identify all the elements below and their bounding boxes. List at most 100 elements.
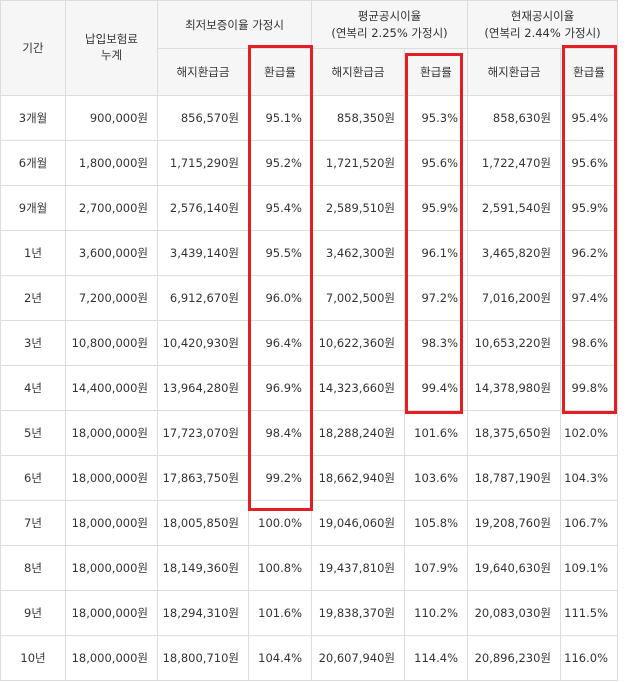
table-row: 3개월 900,000원 856,570원 95.1% 858,350원 95.3% 858… <box>0 95 619 141</box>
row-paid-total: 3,600,000원 <box>65 230 158 276</box>
row-avg-refund-amount: 7,002,500원 <box>311 275 405 321</box>
row-min-refund-amount: 10,420,930원 <box>157 320 249 366</box>
row-current-refund-amount: 19,208,760원 <box>467 500 562 546</box>
row-avg-refund-rate: 95.3% <box>403 95 469 141</box>
row-avg-refund-rate: 99.4% <box>403 365 469 411</box>
row-current-refund-amount: 3,465,820원 <box>467 230 562 276</box>
row-period: 2년 <box>0 275 66 321</box>
row-current-refund-amount: 7,016,200원 <box>467 275 562 321</box>
row-current-refund-rate: 95.9% <box>560 185 619 231</box>
header-period: 기간 <box>0 0 66 96</box>
table-row: 1년 3,600,000원 3,439,140원 95.5% 3,462,300원 96.… <box>0 230 619 276</box>
row-current-refund-rate: 95.4% <box>560 95 619 141</box>
row-paid-total: 18,000,000원 <box>65 410 158 456</box>
row-paid-total: 10,800,000원 <box>65 320 158 366</box>
row-min-refund-rate: 95.4% <box>248 185 312 231</box>
table-row: 2년 7,200,000원 6,912,670원 96.0% 7,002,500원 97.… <box>0 275 619 321</box>
scenario-subtitle: (연복리 2.25% 가정시) <box>331 25 448 40</box>
row-current-refund-amount: 18,787,190원 <box>467 455 562 501</box>
row-avg-refund-amount: 19,437,810원 <box>311 545 405 591</box>
row-min-refund-rate: 104.4% <box>248 635 312 681</box>
row-period: 6개월 <box>0 140 66 186</box>
row-period: 3개월 <box>0 95 66 141</box>
row-current-refund-rate: 106.7% <box>560 500 619 546</box>
header-scenario-avg: 평균공시이율 (연복리 2.25% 가정시) <box>310 0 469 49</box>
row-avg-refund-amount: 1,721,520원 <box>311 140 405 186</box>
header-refund-rate: 환급률 <box>403 48 469 96</box>
row-paid-total: 14,400,000원 <box>65 365 158 411</box>
row-period: 10년 <box>0 635 66 681</box>
row-avg-refund-rate: 101.6% <box>403 410 469 456</box>
row-min-refund-rate: 95.1% <box>248 95 312 141</box>
scenario-subtitle: (연복리 2.44% 가정시) <box>484 25 601 40</box>
row-avg-refund-rate: 103.6% <box>403 455 469 501</box>
row-min-refund-amount: 18,294,310원 <box>157 590 249 636</box>
row-avg-refund-amount: 3,462,300원 <box>311 230 405 276</box>
row-current-refund-amount: 20,896,230원 <box>467 635 562 681</box>
row-paid-total: 1,800,000원 <box>65 140 158 186</box>
row-avg-refund-amount: 19,838,370원 <box>311 590 405 636</box>
row-current-refund-rate: 97.4% <box>560 275 619 321</box>
row-avg-refund-rate: 110.2% <box>403 590 469 636</box>
row-current-refund-amount: 18,375,650원 <box>467 410 562 456</box>
row-avg-refund-rate: 114.4% <box>403 635 469 681</box>
row-current-refund-rate: 99.8% <box>560 365 619 411</box>
row-paid-total: 2,700,000원 <box>65 185 158 231</box>
row-current-refund-rate: 95.6% <box>560 140 619 186</box>
row-period: 8년 <box>0 545 66 591</box>
row-min-refund-rate: 96.0% <box>248 275 312 321</box>
row-current-refund-amount: 19,640,630원 <box>467 545 562 591</box>
row-min-refund-rate: 98.4% <box>248 410 312 456</box>
row-min-refund-amount: 6,912,670원 <box>157 275 249 321</box>
row-min-refund-amount: 17,723,070원 <box>157 410 249 456</box>
row-avg-refund-rate: 96.1% <box>403 230 469 276</box>
row-paid-total: 18,000,000원 <box>65 545 158 591</box>
scenario-title: 현재공시이율 <box>510 8 575 23</box>
row-min-refund-amount: 1,715,290원 <box>157 140 249 186</box>
header-paid-total-label: 납입보험료 누계 <box>85 32 138 62</box>
row-period: 9개월 <box>0 185 66 231</box>
row-avg-refund-amount: 14,323,660원 <box>311 365 405 411</box>
header-scenario-min: 최저보증이율 가정시 <box>157 0 312 49</box>
row-min-refund-rate: 101.6% <box>248 590 312 636</box>
row-min-refund-amount: 13,964,280원 <box>157 365 249 411</box>
row-current-refund-amount: 10,653,220원 <box>467 320 562 366</box>
row-avg-refund-amount: 18,288,240원 <box>311 410 405 456</box>
row-avg-refund-amount: 20,607,940원 <box>311 635 405 681</box>
row-paid-total: 900,000원 <box>65 95 158 141</box>
row-min-refund-rate: 100.0% <box>248 500 312 546</box>
row-current-refund-amount: 1,722,470원 <box>467 140 562 186</box>
row-avg-refund-rate: 95.9% <box>403 185 469 231</box>
table-row: 4년 14,400,000원 13,964,280원 96.9% 14,323,660원… <box>0 365 619 411</box>
scenario-title: 최저보증이율 가정시 <box>185 17 284 32</box>
table-header: 기간 납입보험료 누계 최저보증이율 가정시 평균공시이율 (연복리 2.25%… <box>0 0 619 96</box>
row-avg-refund-amount: 2,589,510원 <box>311 185 405 231</box>
row-avg-refund-amount: 858,350원 <box>311 95 405 141</box>
table-row: 6년 18,000,000원 17,863,750원 99.2% 18,662,940원… <box>0 455 619 501</box>
row-min-refund-rate: 100.8% <box>248 545 312 591</box>
row-avg-refund-rate: 97.2% <box>403 275 469 321</box>
row-avg-refund-rate: 95.6% <box>403 140 469 186</box>
row-period: 4년 <box>0 365 66 411</box>
row-current-refund-amount: 20,083,030원 <box>467 590 562 636</box>
row-min-refund-amount: 3,439,140원 <box>157 230 249 276</box>
table-row: 5년 18,000,000원 17,723,070원 98.4% 18,288,240원… <box>0 410 619 456</box>
row-avg-refund-rate: 107.9% <box>403 545 469 591</box>
header-refund-rate: 환급률 <box>248 48 312 96</box>
row-current-refund-rate: 111.5% <box>560 590 619 636</box>
header-paid-total: 납입보험료 누계 <box>65 0 158 96</box>
header-scenario-current: 현재공시이율 (연복리 2.44% 가정시) <box>467 0 619 49</box>
row-current-refund-rate: 109.1% <box>560 545 619 591</box>
row-paid-total: 18,000,000원 <box>65 590 158 636</box>
table-row: 9년 18,000,000원 18,294,310원 101.6% 19,838,370… <box>0 590 619 636</box>
row-avg-refund-amount: 10,622,360원 <box>311 320 405 366</box>
row-period: 3년 <box>0 320 66 366</box>
row-current-refund-amount: 858,630원 <box>467 95 562 141</box>
row-period: 7년 <box>0 500 66 546</box>
row-min-refund-amount: 18,005,850원 <box>157 500 249 546</box>
row-paid-total: 18,000,000원 <box>65 455 158 501</box>
table-row: 10년 18,000,000원 18,800,710원 104.4% 20,607,94… <box>0 635 619 681</box>
row-current-refund-amount: 2,591,540원 <box>467 185 562 231</box>
row-min-refund-amount: 18,149,360원 <box>157 545 249 591</box>
